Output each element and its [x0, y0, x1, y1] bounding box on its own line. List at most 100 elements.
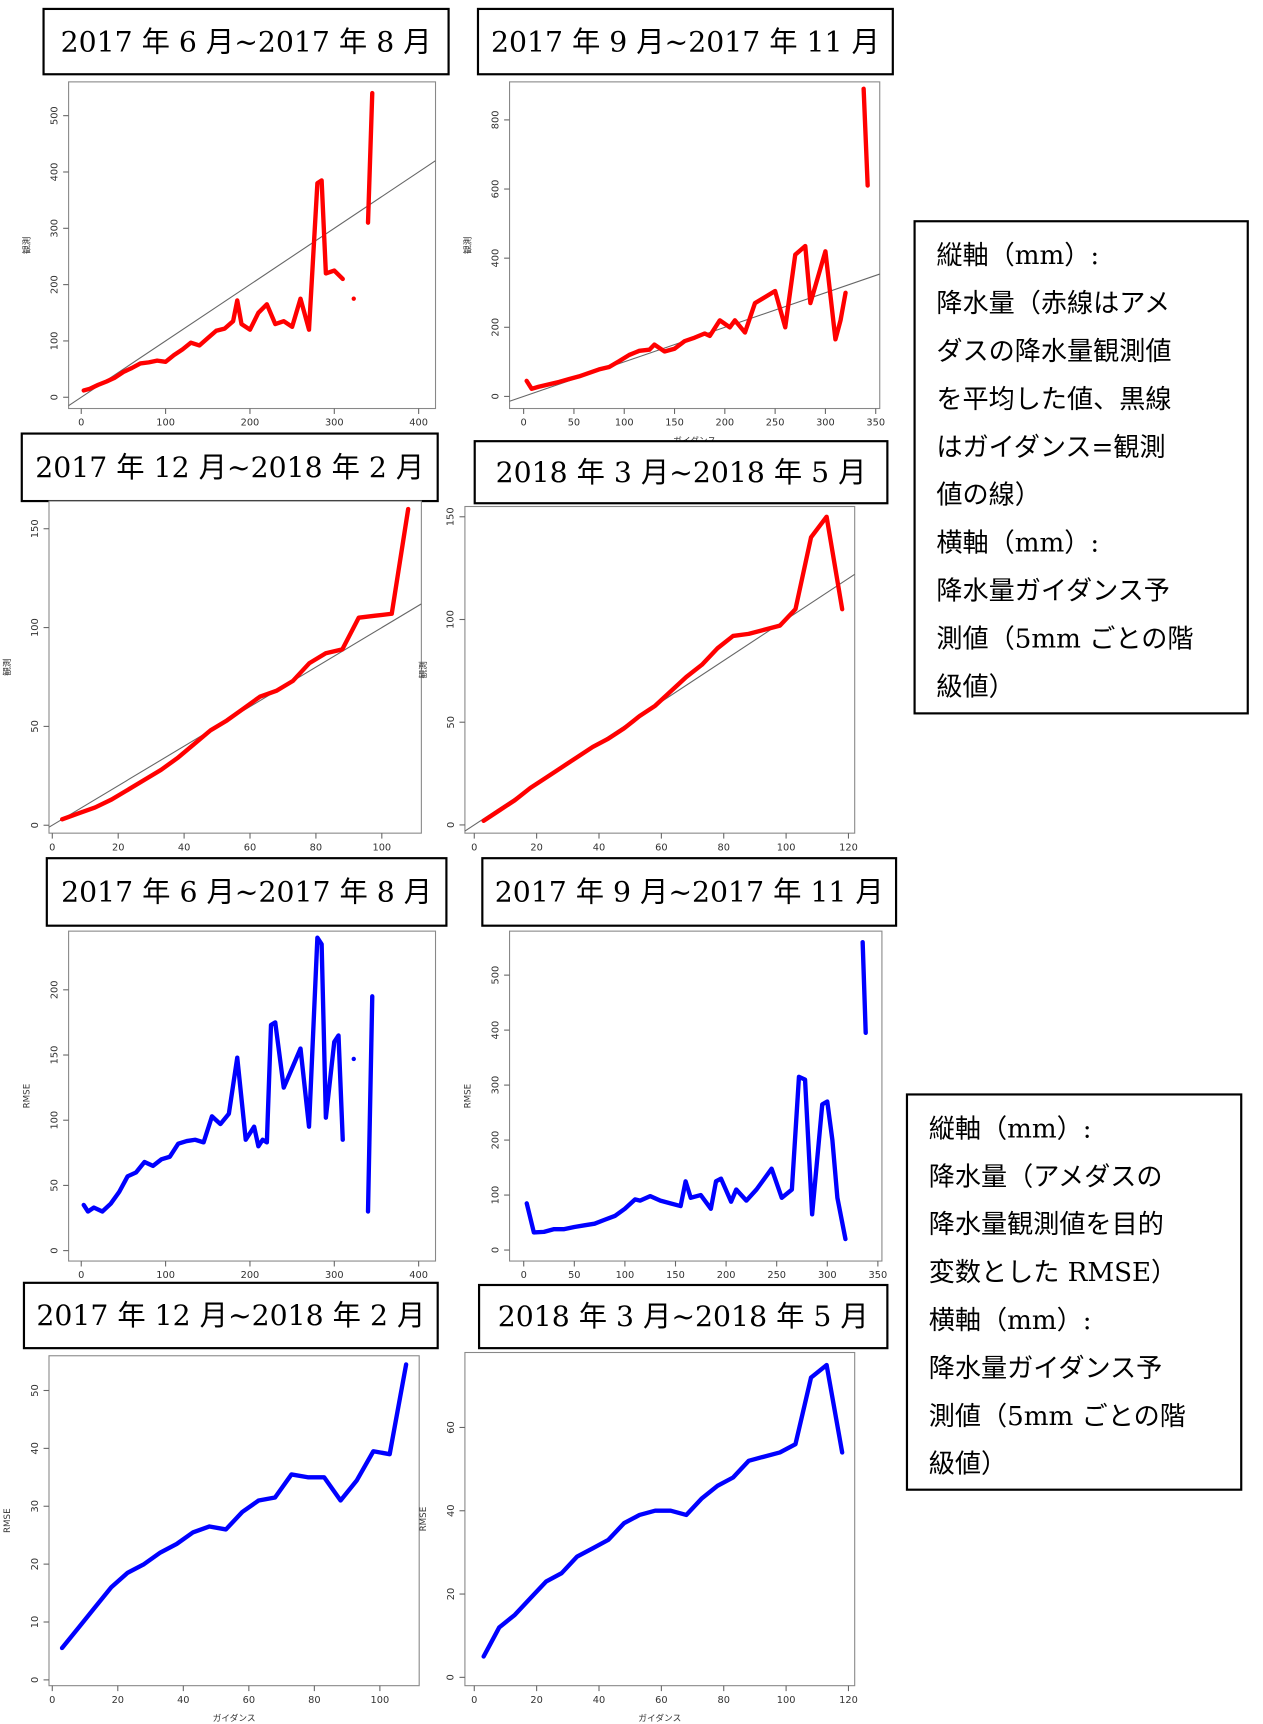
- title-box: [20, 432, 439, 503]
- y-tick-label: 150: [446, 507, 457, 526]
- x-tick-label: 20: [530, 1695, 542, 1706]
- y-tick-label: 0: [446, 1674, 457, 1680]
- y-tick-label: 300: [490, 1076, 501, 1095]
- note-line: 降水量観測値を目的: [929, 1210, 1164, 1240]
- x-tick-label: 100: [777, 842, 796, 853]
- y-tick-label: 0: [490, 393, 501, 399]
- x-tick-label: 20: [112, 842, 124, 853]
- x-tick-label: 60: [655, 842, 667, 853]
- x-tick-label: 100: [616, 1270, 635, 1281]
- y-axis-label: 観測: [1, 658, 13, 676]
- y-axis-label: RMSE: [419, 1507, 429, 1532]
- note-line: 横軸（mm）:: [929, 1306, 1092, 1336]
- x-tick-label: 80: [310, 842, 322, 853]
- y-tick-label: 150: [49, 1046, 60, 1065]
- data-line: [524, 86, 870, 391]
- y-axis-label: RMSE: [23, 1084, 33, 1109]
- note-line: 縦軸（mm）:: [936, 241, 1099, 271]
- y-tick-label: 800: [490, 111, 501, 130]
- x-tick-label: 20: [112, 1695, 124, 1706]
- title-box: [476, 7, 894, 76]
- x-tick-label: 400: [409, 418, 428, 429]
- identity-line: [68, 160, 436, 407]
- x-tick-label: 400: [409, 1270, 428, 1281]
- y-tick-label: 40: [30, 1442, 41, 1454]
- y-tick-label: 50: [446, 716, 457, 728]
- chart-title: 2018 年 3 月~2018 年 5 月: [498, 1300, 869, 1333]
- plot-frame: [68, 930, 437, 1262]
- x-tick-label: 40: [593, 1695, 605, 1706]
- note-line: はガイダンス=観測: [936, 433, 1165, 463]
- y-tick-label: 10: [30, 1616, 41, 1628]
- y-tick-label: 100: [490, 1186, 501, 1205]
- y-axis-label: 観測: [417, 661, 429, 679]
- plot-frame: [464, 1351, 856, 1687]
- plot-frame: [509, 81, 881, 410]
- plot-frame: [68, 81, 437, 410]
- y-tick-label: 0: [446, 822, 457, 828]
- x-tick-label: 60: [655, 1695, 667, 1706]
- y-tick-label: 400: [490, 1021, 501, 1040]
- chart-title: 2017 年 6 月~2017 年 8 月: [61, 876, 432, 909]
- data-line: [59, 506, 411, 822]
- data-line: [524, 939, 868, 1242]
- x-tick-label: 80: [718, 842, 730, 853]
- y-tick-label: 40: [446, 1505, 457, 1517]
- note-line: 横軸（mm）:: [936, 529, 1099, 559]
- x-tick-label: 0: [78, 418, 84, 429]
- title-box: [477, 1283, 889, 1350]
- note-line: 測値（5mm ごとの階: [929, 1402, 1186, 1432]
- y-tick-label: 500: [49, 106, 60, 125]
- y-tick-label: 150: [30, 519, 41, 538]
- x-tick-label: 200: [715, 418, 734, 429]
- chart-title: 2017 年 9 月~2017 年 11 月: [491, 25, 880, 58]
- note-line: 変数とした RMSE）: [929, 1258, 1177, 1288]
- y-tick-label: 400: [490, 249, 501, 268]
- x-tick-label: 100: [371, 1695, 390, 1706]
- x-tick-label: 100: [777, 1695, 796, 1706]
- title-box: [45, 857, 448, 927]
- x-tick-label: 120: [839, 842, 858, 853]
- y-axis-label: RMSE: [464, 1084, 474, 1109]
- y-tick-label: 30: [30, 1500, 41, 1512]
- chart-title: 2017 年 12 月~2018 年 2 月: [36, 1299, 425, 1332]
- x-tick-label: 350: [866, 418, 885, 429]
- note-line: 降水量（赤線はアメ: [936, 289, 1170, 319]
- data-line: [81, 935, 375, 1214]
- x-tick-label: 0: [49, 842, 55, 853]
- x-tick-label: 80: [308, 1695, 320, 1706]
- x-tick-label: 300: [818, 1270, 837, 1281]
- y-tick-label: 100: [49, 332, 60, 351]
- x-tick-label: 100: [372, 842, 391, 853]
- x-axis-label: ガイダンス: [213, 1712, 256, 1724]
- title-box: [473, 440, 889, 505]
- x-tick-label: 300: [325, 1270, 344, 1281]
- chart-title: 2018 年 3 月~2018 年 5 月: [496, 456, 867, 489]
- note-line: 降水量（アメダスの: [929, 1162, 1163, 1192]
- chart-title: 2017 年 12 月~2018 年 2 月: [35, 451, 424, 484]
- title-box: [22, 1281, 439, 1350]
- y-tick-label: 0: [49, 1247, 60, 1253]
- data-line: [481, 514, 845, 824]
- y-tick-label: 20: [446, 1588, 457, 1600]
- x-tick-label: 40: [177, 1695, 189, 1706]
- x-tick-label: 20: [530, 842, 542, 853]
- y-tick-label: 200: [490, 318, 501, 337]
- y-axis-label: RMSE: [3, 1508, 13, 1533]
- y-tick-label: 0: [30, 1677, 41, 1683]
- y-tick-label: 200: [49, 980, 60, 999]
- x-tick-label: 150: [665, 418, 684, 429]
- data-line: [81, 90, 375, 393]
- x-tick-label: 50: [568, 418, 580, 429]
- y-tick-label: 60: [446, 1421, 457, 1433]
- x-tick-label: 100: [156, 418, 175, 429]
- x-tick-label: 200: [241, 1270, 260, 1281]
- note-box: [913, 220, 1249, 715]
- plot-frame: [464, 505, 856, 834]
- note-line: 測値（5mm ごとの階: [936, 624, 1193, 654]
- x-tick-label: 120: [839, 1695, 858, 1706]
- y-tick-label: 0: [49, 394, 60, 400]
- y-tick-label: 600: [490, 180, 501, 199]
- title-box: [42, 7, 450, 76]
